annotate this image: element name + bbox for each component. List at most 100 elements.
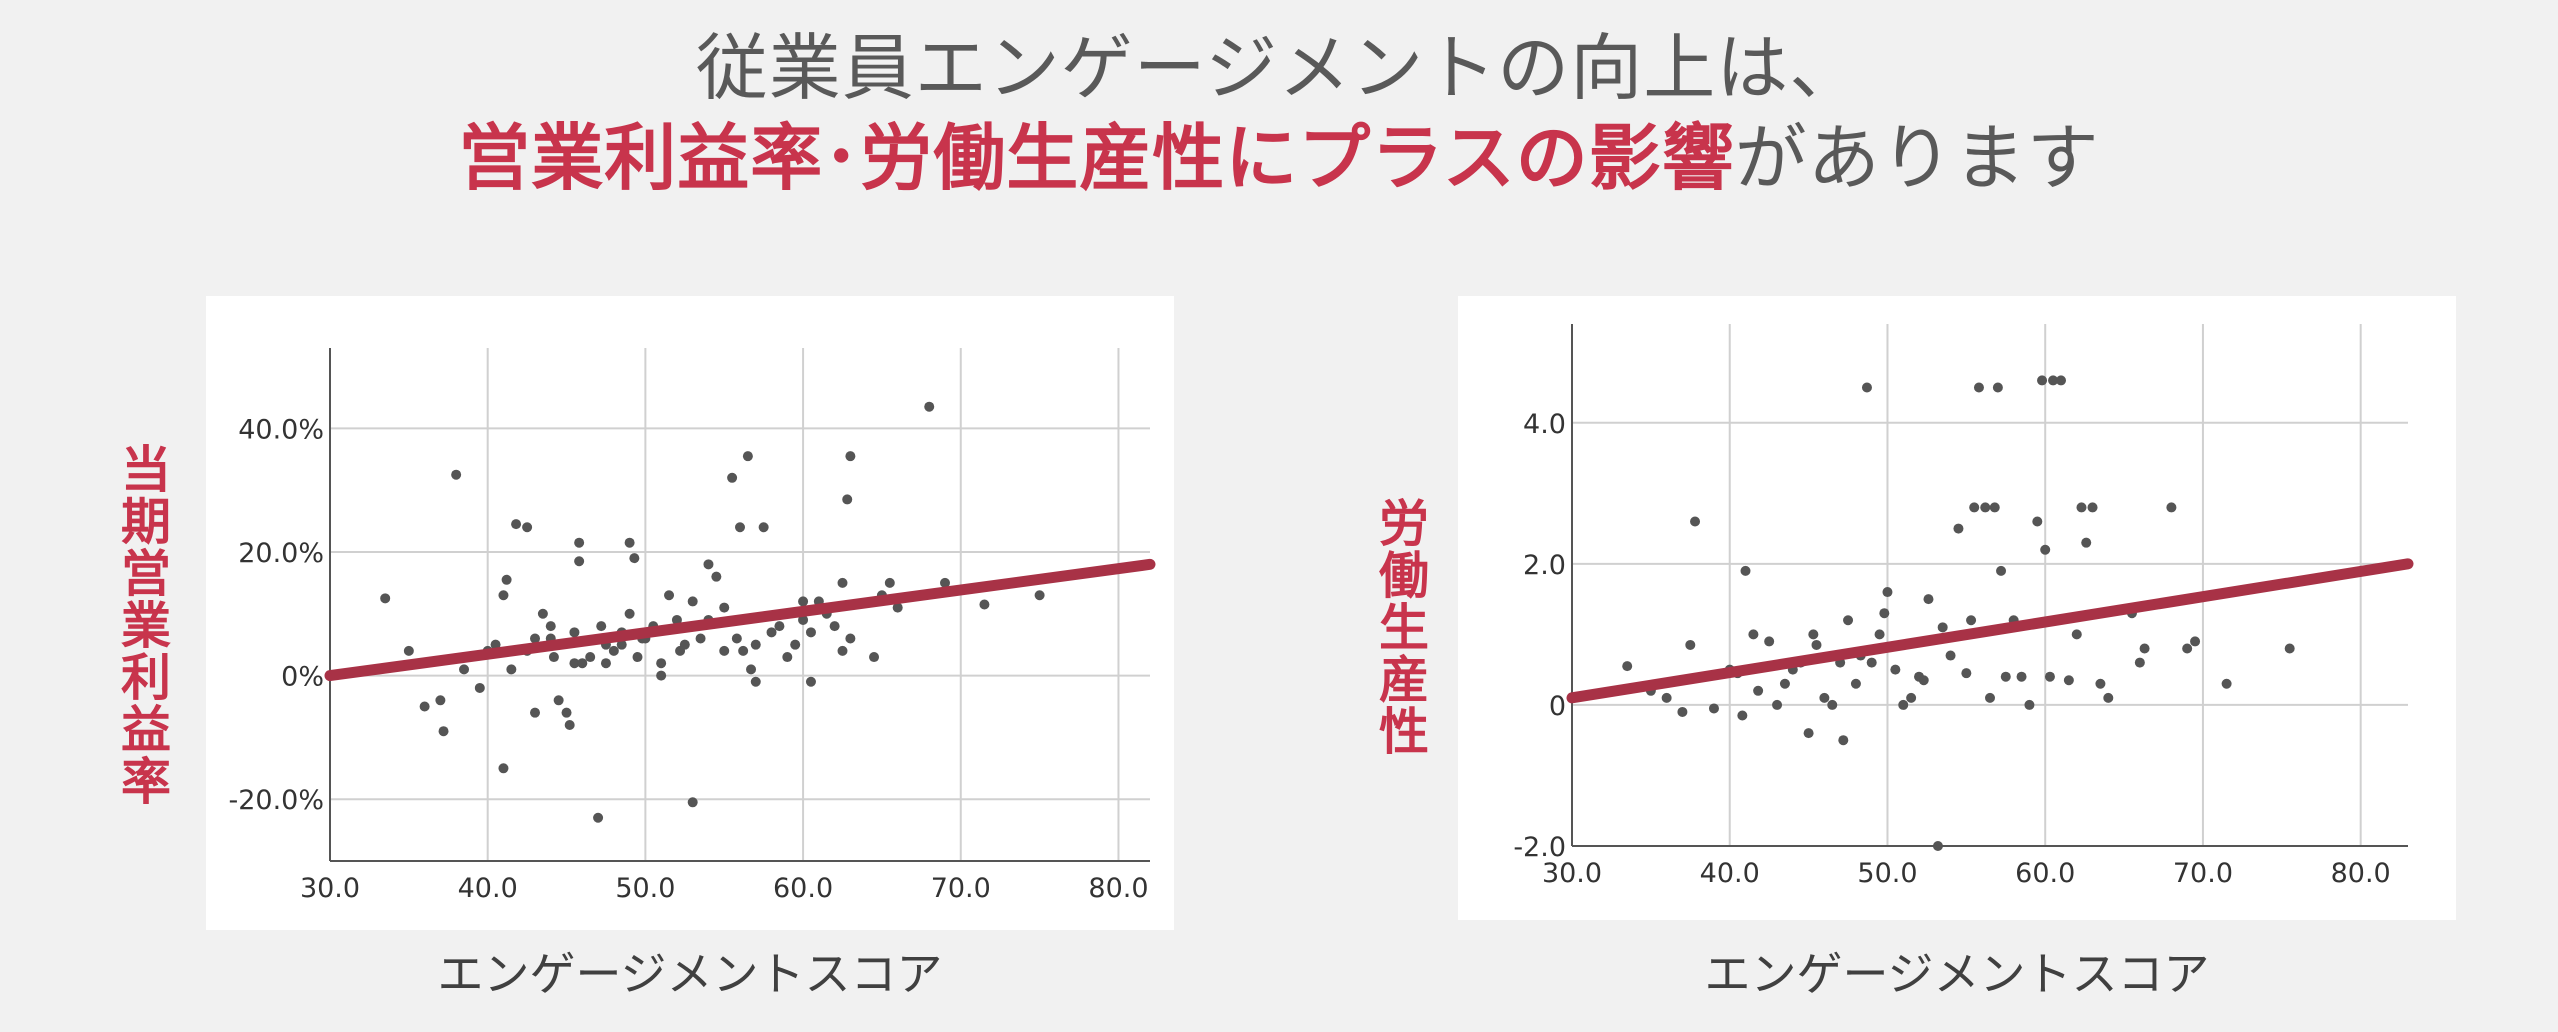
right-chart-point <box>1827 699 1838 710</box>
left-chart-xtick-label: 50.0 <box>615 873 675 904</box>
left-chart-point <box>629 553 640 564</box>
left-chart-point <box>711 571 722 582</box>
left-chart-point <box>782 652 793 663</box>
left-chart-point <box>577 658 588 669</box>
left-chart-point <box>596 621 607 632</box>
right-chart-point <box>1953 523 1964 534</box>
right-chart-point <box>1838 735 1849 746</box>
left-chart-point <box>600 658 611 669</box>
right-chart-point <box>2081 537 2092 548</box>
right-chart-point <box>1622 661 1633 672</box>
left-chart-point <box>731 633 742 644</box>
left-chart: 30.0 40.0 50.0 60.0 70.0 80.0 -20.0% 0% 20.0% 40.… <box>228 348 1156 904</box>
left-chart-point <box>459 664 470 675</box>
right-chart-xtick-label: 80.0 <box>2331 858 2391 889</box>
left-chart-point <box>790 639 801 650</box>
left-chart-point <box>574 556 585 567</box>
left-chart-point <box>742 451 753 462</box>
right-chart-xtick-label: 40.0 <box>1700 858 1760 889</box>
left-chart-point <box>380 593 391 604</box>
left-chart-point <box>564 720 575 731</box>
left-chart-point <box>671 614 682 625</box>
right-chart-ytick-label: -2.0 <box>1513 832 1566 863</box>
right-chart-point <box>1898 699 1909 710</box>
left-chart-point <box>474 682 485 693</box>
right-chart-point <box>1985 692 1995 703</box>
right-chart-point <box>1879 608 1890 619</box>
right-chart-point <box>1677 706 1688 717</box>
left-chart-point <box>798 596 809 607</box>
right-chart-point <box>2048 375 2059 386</box>
left-chart-xtick-label: 70.0 <box>931 873 991 904</box>
right-chart-point <box>2139 643 2150 654</box>
left-chart-point <box>490 639 501 650</box>
right-chart-point <box>2044 671 2055 682</box>
left-chart-point <box>758 522 769 533</box>
left-chart-point <box>719 602 730 613</box>
right-chart-point <box>1861 382 1872 393</box>
right-chart-point <box>1918 675 1929 686</box>
left-chart-point <box>805 676 816 687</box>
right-chart-panel: 30.0 40.0 50.0 60.0 70.0 80.0 -2.0 0 2.0 4.0 <box>1458 296 2456 920</box>
right-chart-point <box>2166 502 2177 513</box>
left-chart-point <box>656 658 667 669</box>
left-chart-point <box>498 763 509 774</box>
left-chart-point <box>530 707 540 718</box>
right-chart-ytick-label: 2.0 <box>1523 550 1566 581</box>
left-chart-xtick-label: 80.0 <box>1088 873 1148 904</box>
left-chart-point <box>829 621 840 632</box>
right-chart-point <box>1923 594 1934 605</box>
left-chart-ylabel: 当期営業利益率 <box>121 441 171 811</box>
left-chart-point <box>687 596 698 607</box>
left-chart-point <box>719 645 730 656</box>
left-chart-point <box>679 639 690 650</box>
right-chart-point <box>2055 375 2066 386</box>
left-chart-point <box>616 639 627 650</box>
right-chart-point <box>1843 615 1854 626</box>
right-chart-point <box>2190 636 2201 647</box>
title-highlight: 営業利益率･労働生産性にプラスの影響 <box>458 116 1735 200</box>
left-chart-point <box>569 658 580 669</box>
left-chart-point <box>727 472 738 483</box>
right-chart-point <box>1779 678 1790 689</box>
left-chart-point <box>884 577 895 588</box>
left-chart-point <box>845 633 856 644</box>
right-chart-point <box>2103 692 2114 703</box>
right-chart-point <box>1690 516 1701 527</box>
right-chart-point <box>1661 692 1672 703</box>
right-chart-point <box>2284 643 2295 654</box>
left-chart-panel: 30.0 40.0 50.0 60.0 70.0 80.0 -20.0% 0% 20.0% 40.… <box>206 296 1174 930</box>
left-chart-point <box>624 608 635 619</box>
right-chart-point <box>1740 565 1751 576</box>
left-chart-point <box>940 577 950 588</box>
left-chart-ytick-label: 20.0% <box>238 538 324 569</box>
left-chart-point <box>805 627 816 638</box>
right-chart: 30.0 40.0 50.0 60.0 70.0 80.0 -2.0 0 2.0 4.0 <box>1513 324 2414 889</box>
left-chart-point <box>438 726 449 737</box>
right-chart-trend-line <box>1566 558 2414 704</box>
right-chart-xlabel: エンゲージメントスコア <box>1704 947 2210 1001</box>
right-chart-point <box>1932 841 1943 851</box>
right-chart-point <box>1874 629 1885 640</box>
left-chart-point <box>608 645 619 656</box>
left-chart-point <box>774 621 785 632</box>
right-chart-point <box>1685 639 1696 650</box>
right-chart-point <box>1989 502 2000 513</box>
right-chart-ytick-label: 4.0 <box>1523 409 1566 440</box>
right-chart-point <box>1937 622 1948 633</box>
right-chart-point <box>1764 636 1775 647</box>
right-chart-point <box>2024 699 2035 710</box>
left-chart-point <box>738 645 749 656</box>
left-chart-xtick-label: 40.0 <box>458 873 518 904</box>
left-chart-point <box>574 537 585 548</box>
left-chart-point <box>632 652 643 663</box>
left-chart-point <box>419 701 430 712</box>
right-chart-point <box>1753 685 1764 696</box>
left-chart-point <box>656 670 667 681</box>
right-chart-xtick-label: 50.0 <box>1857 858 1917 889</box>
right-chart-ylabel: 労働生産性 <box>1379 495 1429 761</box>
right-chart-point <box>1803 728 1814 739</box>
right-chart-point <box>1811 639 1822 650</box>
left-chart-point <box>506 664 517 675</box>
right-chart-point <box>1961 668 1972 679</box>
